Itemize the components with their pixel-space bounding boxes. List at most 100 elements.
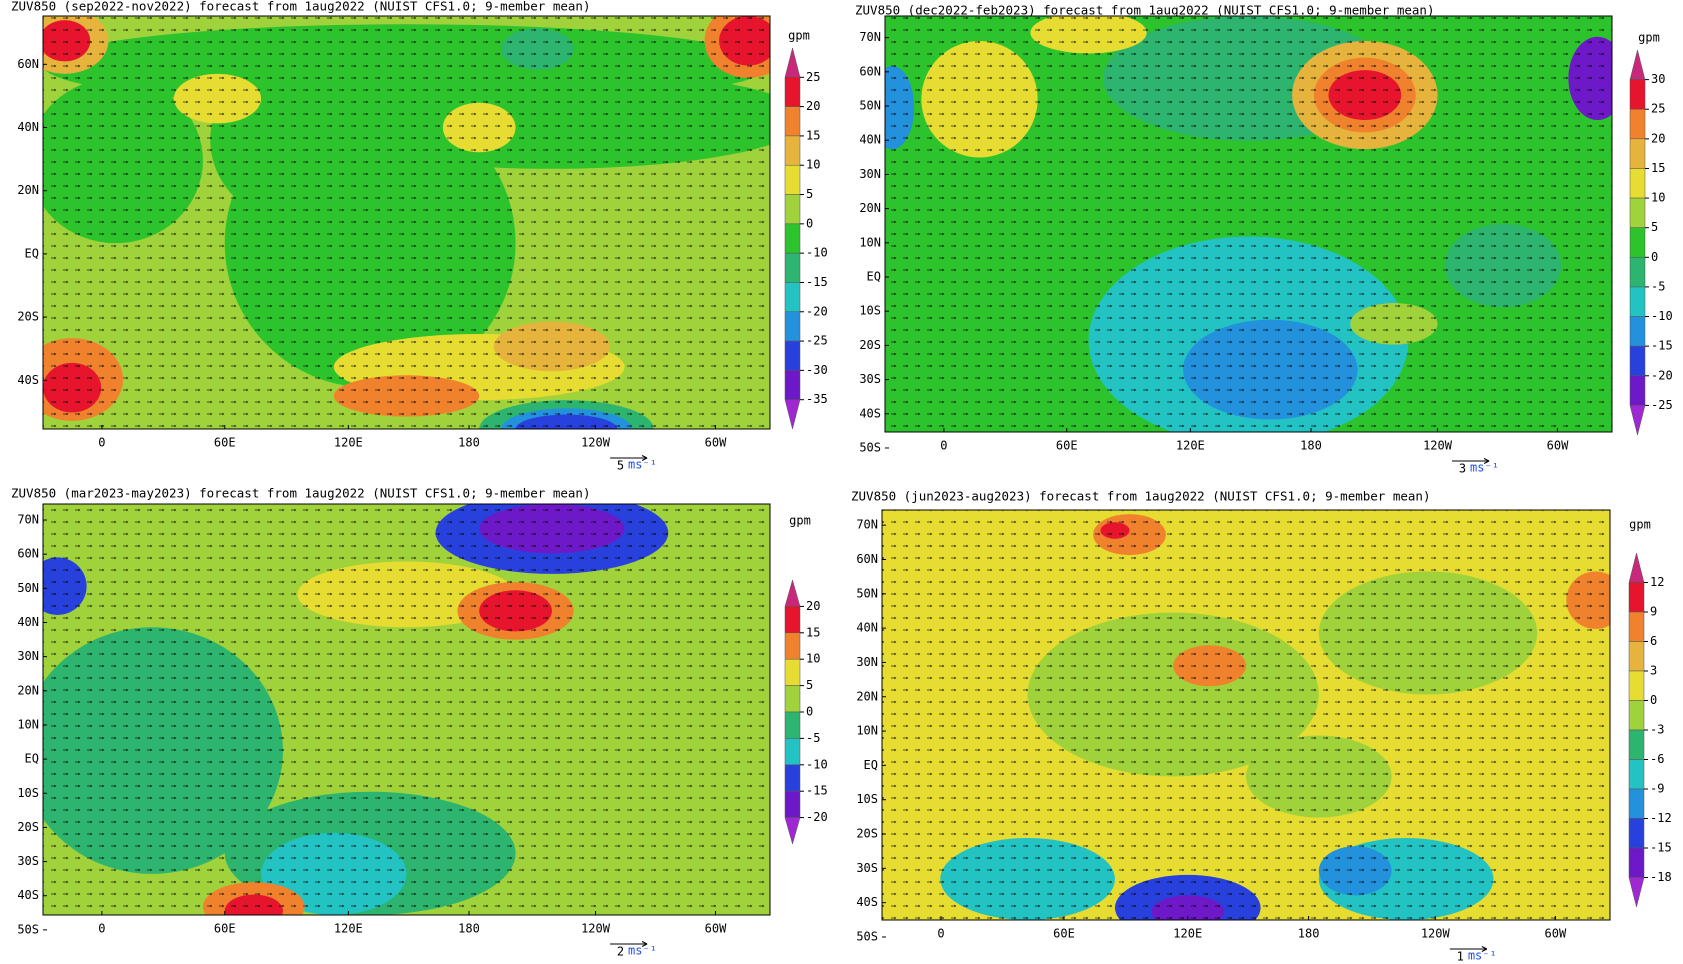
lon-label: 60E xyxy=(214,436,236,450)
lat-label: 50N xyxy=(856,586,878,600)
lat-label: 40N xyxy=(856,621,878,635)
colorbar-label: 15 xyxy=(806,128,820,142)
lat-label: 10N xyxy=(859,235,881,249)
lon-label: 60W xyxy=(1547,439,1569,453)
colorbar-segment xyxy=(784,764,801,792)
colorbar-segment xyxy=(1628,700,1645,731)
colorbar-segment xyxy=(784,817,801,845)
colorbar-label: -30 xyxy=(806,363,828,377)
colorbar-label: -10 xyxy=(1651,309,1673,323)
colorbar-label: 20 xyxy=(806,599,820,613)
colorbar-segment xyxy=(1628,759,1645,790)
lat-label: 60N xyxy=(859,64,881,78)
colorbar-segment xyxy=(784,194,801,225)
map-field xyxy=(885,16,1612,432)
ref-speed: 1 xyxy=(1457,950,1464,964)
colorbar-label: -20 xyxy=(1651,368,1673,382)
lat-label: 10S xyxy=(856,792,878,806)
panel-title: ZUV850 (sep2022-nov2022) forecast from 1… xyxy=(11,0,590,14)
colorbar-segment xyxy=(784,790,801,818)
wind-vectors xyxy=(43,16,770,429)
wind-vectors xyxy=(882,510,1610,920)
lat-label: 40S xyxy=(17,373,39,387)
lon-label: 0 xyxy=(98,922,105,936)
colorbar-segment xyxy=(1629,405,1646,436)
colorbar-segment xyxy=(1628,877,1645,908)
colorbar-segment xyxy=(1628,788,1645,819)
lon-label: 60E xyxy=(1056,439,1078,453)
colorbar-segment xyxy=(1628,641,1645,672)
colorbar-label: -25 xyxy=(806,334,828,348)
ref-speed: 5 xyxy=(617,459,624,473)
lat-label: 40N xyxy=(859,133,881,147)
colorbar-unit: gpm xyxy=(1629,518,1651,532)
lon-label: 180 xyxy=(458,436,480,450)
colorbar-segment xyxy=(784,370,801,400)
lat-label: 20S xyxy=(859,338,881,352)
colorbar-segment xyxy=(784,223,801,254)
colorbar-label: 5 xyxy=(1651,220,1658,234)
lon-label: 0 xyxy=(937,927,944,941)
map-frame xyxy=(42,503,771,916)
colorbar-label: 10 xyxy=(1651,191,1665,205)
lat-label: 40S xyxy=(856,895,878,909)
colorbar-segment xyxy=(1629,49,1646,80)
colorbar-segment xyxy=(784,658,801,686)
lat-label: 40N xyxy=(17,615,39,629)
map-field xyxy=(43,504,770,915)
colorbar-segment xyxy=(784,47,801,78)
lon-label: 60E xyxy=(1053,927,1075,941)
colorbar-segment xyxy=(1628,582,1645,613)
lat-label: 20S xyxy=(17,820,39,834)
colorbar-label: 3 xyxy=(1650,664,1657,678)
colorbar-label: -9 xyxy=(1650,782,1664,796)
lat-label: 20N xyxy=(856,689,878,703)
colorbar-segment xyxy=(784,135,801,166)
lat-label: 10N xyxy=(856,724,878,738)
lat-label: 40S xyxy=(17,888,39,902)
colorbar-label: -15 xyxy=(806,275,828,289)
lat-label: 50S xyxy=(17,922,39,936)
lat-label: 20S xyxy=(856,827,878,841)
colorbar-label: -5 xyxy=(806,731,820,745)
lat-label: 30S xyxy=(859,372,881,386)
ref-unit: ms⁻¹ xyxy=(628,458,657,472)
colorbar-label: 12 xyxy=(1650,575,1664,589)
colorbar-segment xyxy=(1629,108,1646,140)
lat-label: 30N xyxy=(17,649,39,663)
colorbar-segment xyxy=(784,738,801,766)
lat-label: 70N xyxy=(856,518,878,532)
map-frame xyxy=(881,509,1611,921)
colorbar-label: 15 xyxy=(806,625,820,639)
lat-label: EQ xyxy=(25,752,39,766)
colorbar-segment xyxy=(784,164,801,195)
lon-label: 120E xyxy=(334,436,363,450)
colorbar-segment xyxy=(1629,197,1646,228)
lon-label: 120E xyxy=(1173,927,1202,941)
lat-label: 10N xyxy=(17,717,39,731)
lat-label: EQ xyxy=(864,758,878,772)
colorbar-label: -15 xyxy=(806,784,828,798)
lat-label: 30N xyxy=(856,655,878,669)
colorbar-segment xyxy=(1629,316,1646,347)
colorbar-label: -35 xyxy=(806,392,828,406)
colorbar-segment xyxy=(1628,847,1645,878)
colorbar-segment xyxy=(1629,138,1646,169)
colorbar-label: -20 xyxy=(806,810,828,824)
colorbar-segment xyxy=(1629,257,1646,288)
colorbar-label: -25 xyxy=(1651,398,1673,412)
colorbar-segment xyxy=(784,399,801,430)
colorbar-label: 10 xyxy=(806,652,820,666)
lon-label: 120E xyxy=(1176,439,1205,453)
colorbar-label: 0 xyxy=(1650,693,1657,707)
lon-label: 60W xyxy=(705,436,727,450)
colorbar-label: -5 xyxy=(1651,279,1665,293)
lon-label: 60W xyxy=(1545,927,1567,941)
colorbar-segment xyxy=(1629,375,1646,406)
colorbar-label: 0 xyxy=(806,216,813,230)
lat-label: 40N xyxy=(17,120,39,134)
colorbar-segment xyxy=(784,340,801,371)
colorbar-label: -12 xyxy=(1650,811,1672,825)
map-frame xyxy=(42,15,771,430)
